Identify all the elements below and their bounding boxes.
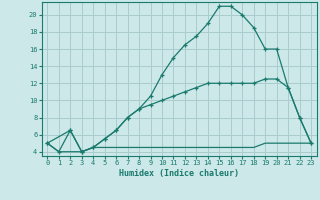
X-axis label: Humidex (Indice chaleur): Humidex (Indice chaleur) bbox=[119, 169, 239, 178]
